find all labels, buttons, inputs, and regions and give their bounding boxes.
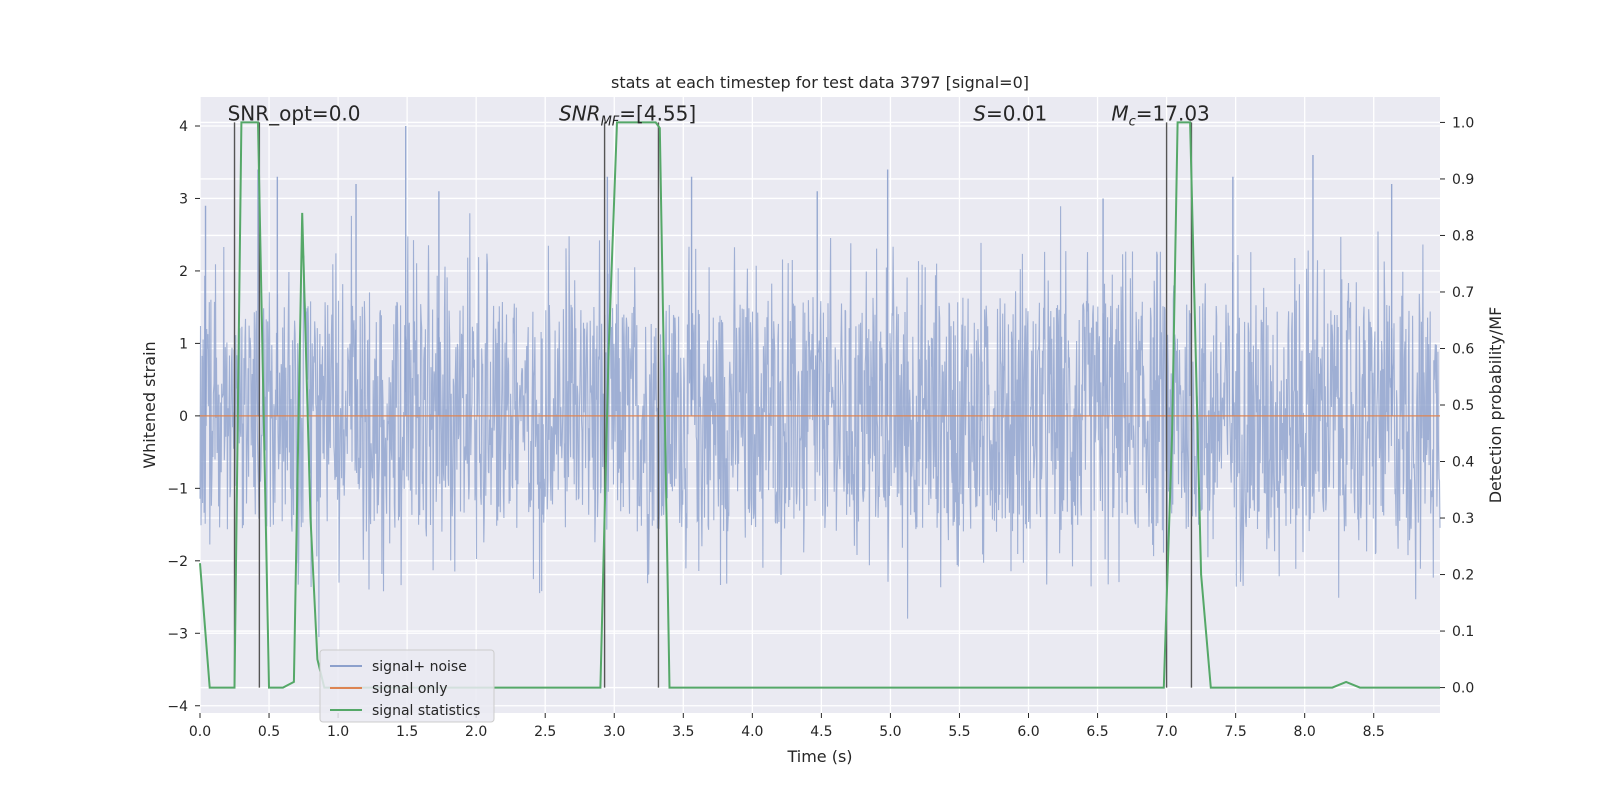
y-right-axis-label: Detection probability/MF: [1486, 307, 1505, 504]
legend-frame: [319, 649, 495, 723]
x-tick-label: 4.0: [741, 724, 763, 740]
x-tick-label: 3.5: [672, 724, 694, 740]
y-right-tick-label: 0.3: [1452, 511, 1474, 527]
y-right-tick-label: 0.8: [1452, 228, 1474, 244]
y-left-tick-label: −1: [167, 481, 188, 497]
x-tick-label: 7.0: [1155, 724, 1177, 740]
x-tick-label: 0.0: [189, 724, 211, 740]
annotation-mc: Mc=17.03: [1111, 101, 1209, 129]
x-axis-ticks: 0.0 0.5 1.0 1.5 2.0 2.5 3.0 3.5 4.0 4.5 5.0 5.5 6.0 6…: [189, 713, 1385, 740]
y-right-tick-label: 0.7: [1452, 285, 1474, 301]
annotation-value: =[4.55]: [619, 101, 696, 125]
annotation-subscript: MF: [601, 114, 620, 129]
series-signal-plus-noise: [199, 125, 1441, 638]
y-right-tick-label: 0.1: [1452, 624, 1474, 640]
y-left-tick-label: −4: [167, 699, 188, 715]
x-tick-label: 3.0: [603, 724, 625, 740]
y-left-tick-label: −3: [167, 626, 188, 642]
y-right-axis-ticks: 0.0 0.1 0.2 0.3 0.4 0.5 0.6 0.7 0.8 0.9 1.0: [1440, 115, 1474, 697]
chart-title: stats at each timestep for test data 379…: [611, 73, 1029, 92]
legend-label: signal+ noise: [372, 659, 467, 675]
legend-label: signal only: [372, 681, 447, 697]
x-tick-label: 4.5: [810, 724, 832, 740]
y-right-tick-label: 0.4: [1452, 455, 1474, 471]
annotation-value: =0.01: [986, 101, 1047, 125]
y-left-tick-label: 1: [179, 336, 188, 352]
x-tick-label: 1.5: [396, 724, 418, 740]
x-tick-label: 6.0: [1017, 724, 1039, 740]
annotation-value: =17.03: [1136, 101, 1210, 125]
x-tick-label: 6.5: [1086, 724, 1108, 740]
legend: signal+ noise signal only signal statistic…: [319, 649, 495, 723]
annotation-symbol: SNR: [559, 101, 601, 125]
annotation-symbol: S: [973, 101, 986, 125]
annotation-subscript: c: [1129, 114, 1136, 129]
y-left-tick-label: 0: [179, 409, 188, 425]
annotation-snr-opt: SNR_opt=0.0: [228, 101, 361, 125]
annotations: SNR_opt=0.0 SNRMF=[4.55] S=0.01 Mc=17.03: [228, 101, 1210, 129]
y-left-axis-ticks: −4 −3 −2 −1 0 1 2 3 4: [167, 119, 200, 715]
y-left-axis-label: Whitened strain: [140, 341, 159, 468]
x-tick-label: 0.5: [258, 724, 280, 740]
y-left-tick-label: −2: [167, 554, 188, 570]
annotation-symbol: M: [1111, 101, 1128, 125]
x-tick-label: 5.0: [879, 724, 901, 740]
y-right-tick-label: 0.5: [1452, 398, 1474, 414]
annotation-snr-mf: SNRMF=[4.55]: [559, 101, 696, 129]
x-tick-label: 5.5: [948, 724, 970, 740]
x-tick-label: 8.0: [1294, 724, 1316, 740]
y-right-tick-label: 0.0: [1452, 681, 1474, 697]
x-tick-label: 2.5: [534, 724, 556, 740]
x-tick-label: 1.0: [327, 724, 349, 740]
series-signal-statistics: [199, 121, 1440, 689]
signal-statistics-line: [199, 121, 1440, 689]
x-tick-label: 7.5: [1225, 724, 1247, 740]
y-right-tick-label: 1.0: [1452, 115, 1474, 131]
y-right-tick-label: 0.2: [1452, 568, 1474, 584]
legend-label: signal statistics: [372, 703, 480, 719]
y-right-tick-label: 0.9: [1452, 172, 1474, 188]
x-tick-label: 2.0: [465, 724, 487, 740]
annotation-s: S=0.01: [973, 101, 1047, 125]
y-left-tick-label: 3: [179, 191, 188, 207]
y-right-tick-label: 0.6: [1452, 341, 1474, 357]
y-left-tick-label: 2: [179, 264, 188, 280]
y-left-tick-label: 4: [179, 119, 188, 135]
x-tick-label: 8.5: [1363, 724, 1385, 740]
x-axis-label: Time (s): [786, 747, 852, 766]
